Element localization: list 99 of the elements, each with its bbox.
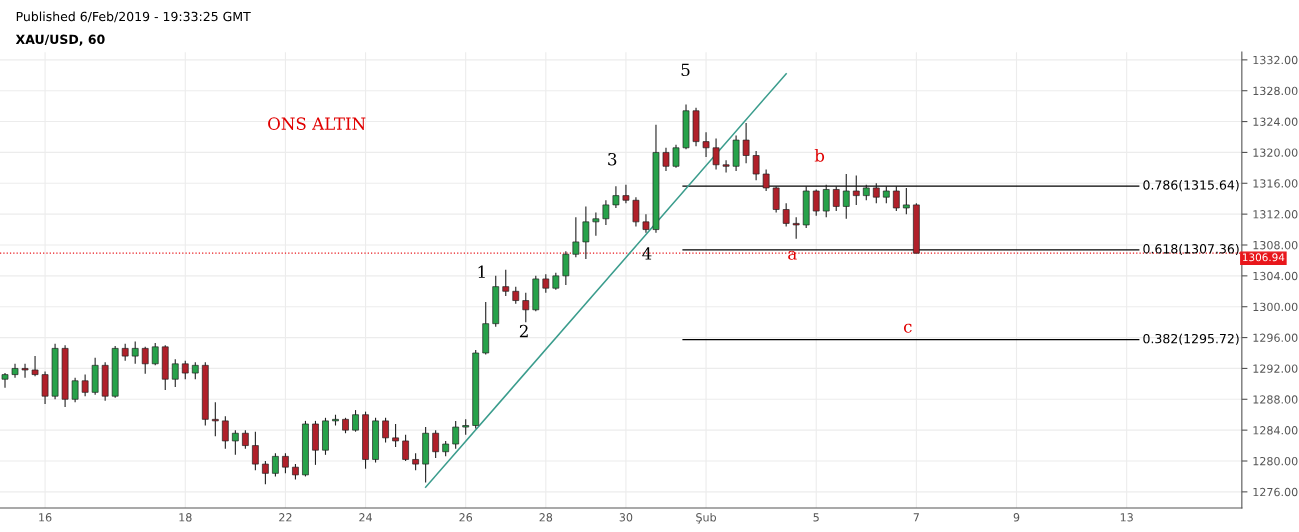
annotation: 4 (642, 247, 652, 260)
candlestick (772, 185, 780, 214)
candlestick (672, 144, 680, 169)
annotation: c (903, 323, 912, 333)
x-tick-label: Şub (696, 512, 717, 524)
x-tick-label: 16 (39, 513, 52, 522)
candlestick (792, 216, 800, 240)
y-tick-label: 1292.00 (1253, 364, 1298, 373)
y-tick-label: 1316.00 (1253, 179, 1298, 188)
y-tick-label: 1328.00 (1253, 86, 1298, 96)
candlestick (852, 175, 860, 206)
ref-line-label: 0.786(1315.64) (1143, 180, 1239, 192)
x-tick-label: 24 (359, 513, 372, 522)
candlestick (662, 147, 670, 172)
candlestick (842, 173, 850, 220)
candlestick (252, 431, 259, 471)
candlestick (81, 374, 89, 397)
candlestick (722, 159, 730, 174)
annotation: b (814, 148, 825, 162)
candlestick (612, 185, 620, 209)
x-tick-label: 13 (1120, 513, 1133, 522)
candlestick (832, 185, 840, 212)
y-tick-label: 1308.00 (1253, 240, 1298, 250)
annotation: a (788, 250, 797, 260)
x-tick-label: 26 (459, 513, 473, 522)
x-tick-label: 28 (539, 513, 553, 522)
x-tick-label: 22 (279, 513, 292, 522)
ref-line-label: 1306.94 (1242, 253, 1285, 262)
candlestick (392, 423, 399, 448)
candlestick (41, 370, 49, 405)
y-tick-label: 1324.00 (1253, 117, 1298, 126)
candlestick (872, 182, 880, 204)
candlestick (642, 213, 650, 234)
candlestick (151, 342, 159, 366)
candlestick (582, 205, 590, 260)
candlestick (211, 401, 219, 437)
candlestick (131, 340, 139, 365)
candlestick (602, 199, 610, 226)
x-tick-label: 7 (913, 513, 919, 522)
candlestick (622, 184, 630, 204)
ref-line-label: 0.618(1307.36) (1143, 243, 1239, 256)
candlestick (522, 292, 530, 323)
candlestick (31, 355, 39, 377)
candlestick (702, 131, 710, 158)
candlestick (902, 187, 910, 215)
candlestick (231, 429, 239, 456)
candlestick (892, 185, 900, 212)
candlestick (632, 196, 640, 228)
annotation: 3 (608, 152, 617, 166)
annotation: 5 (681, 63, 690, 77)
candlestick (181, 360, 189, 380)
x-tick-label: 18 (179, 513, 192, 522)
y-tick-label: 1332.00 (1253, 55, 1298, 65)
candlestick (452, 420, 460, 450)
candlestick (171, 358, 179, 388)
candlestick (262, 460, 269, 485)
candlestick (1, 372, 9, 389)
y-tick-label: 1312.00 (1253, 210, 1298, 219)
chart-title: XAU/USD, 60 (15, 34, 105, 46)
y-tick-label: 1304.00 (1253, 271, 1298, 281)
candlestick (141, 346, 149, 375)
y-tick-label: 1300.00 (1253, 302, 1298, 312)
candlestick (742, 122, 750, 164)
candlestick (352, 409, 359, 433)
candlestick (542, 273, 550, 294)
candlestick (382, 417, 389, 444)
x-tick-label: 9 (1013, 513, 1020, 522)
y-tick-label: 1288.00 (1253, 395, 1298, 404)
x-tick-label: 30 (619, 513, 633, 522)
y-tick-label: 1280.00 (1253, 456, 1298, 466)
candlestick (71, 377, 79, 403)
y-tick-label: 1276.00 (1253, 487, 1298, 497)
candlestick (21, 363, 29, 379)
annotation: ONS ALTIN (268, 117, 366, 130)
candlestick (762, 168, 770, 192)
candlestick (822, 184, 830, 218)
annotation: 2 (519, 324, 528, 338)
candlestick (592, 212, 600, 237)
candlestick (11, 363, 19, 379)
candlestick (272, 452, 279, 477)
candlestick (752, 150, 760, 181)
candlestick (812, 188, 820, 217)
candlestick (572, 216, 580, 258)
y-tick-label: 1296.00 (1253, 333, 1298, 342)
candlestick (712, 137, 720, 170)
y-tick-label: 1284.00 (1253, 426, 1298, 435)
candlestick (221, 415, 229, 450)
x-tick-label: 5 (813, 513, 819, 522)
ref-line-label: 0.382(1295.72) (1143, 333, 1239, 345)
annotation: 1 (478, 265, 485, 278)
y-tick-label: 1320.00 (1253, 148, 1298, 157)
candlestick (402, 434, 409, 462)
candlestick (432, 429, 439, 459)
candlestick (562, 250, 570, 286)
candlestick (782, 202, 790, 228)
text: Published 6/Feb/2019 - 19:33:25 GMT (16, 11, 251, 23)
candlestick (502, 269, 510, 297)
candlestick (242, 429, 249, 450)
candlestick (282, 452, 289, 474)
